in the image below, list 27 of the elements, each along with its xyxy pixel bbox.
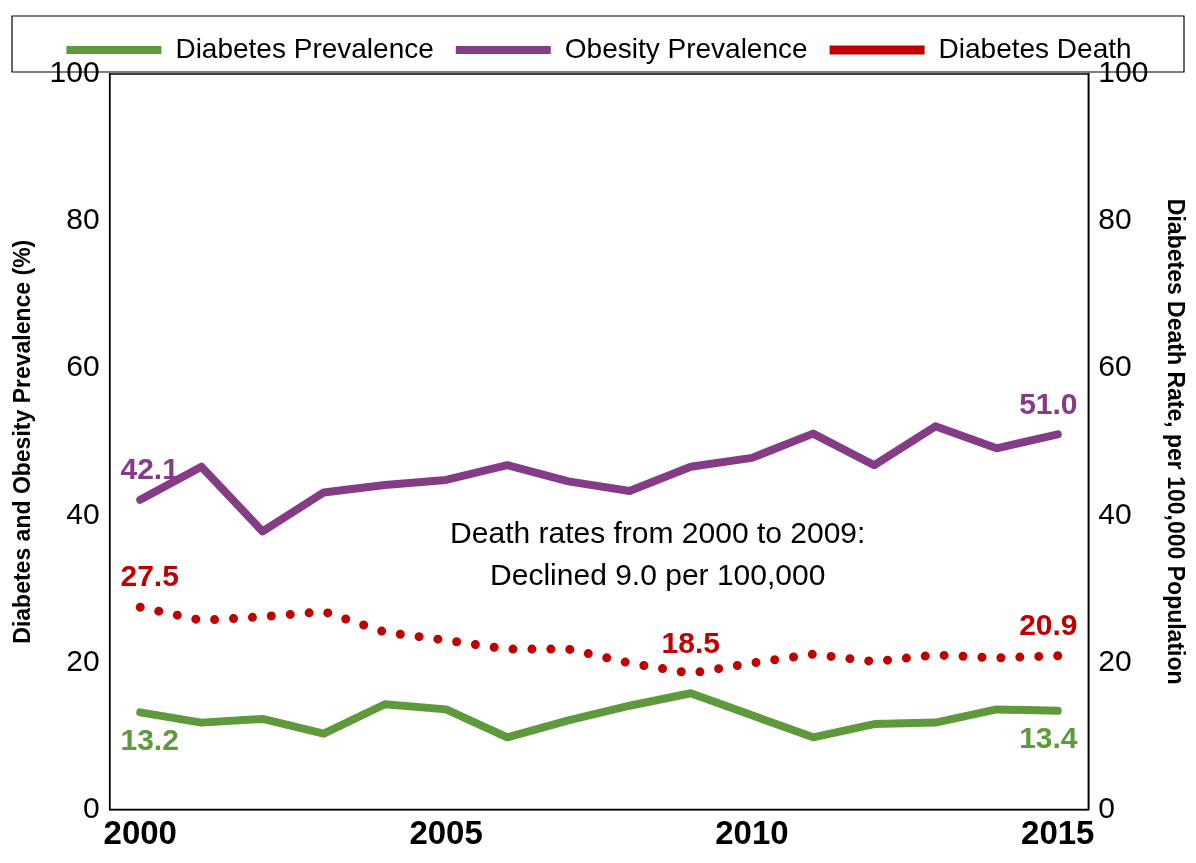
x-tick-label: 2000 xyxy=(103,814,177,852)
x-tick-label: 2010 xyxy=(715,814,789,852)
y2-tick-label: 60 xyxy=(1098,349,1132,383)
legend-label: Diabetes Prevalence xyxy=(175,32,434,64)
x-tick-label: 2005 xyxy=(409,814,483,852)
y-tick-label: 40 xyxy=(66,496,100,530)
data-label: 13.4 xyxy=(1019,721,1078,755)
annotation: Death rates from 2000 to 2009: Declined 9.0 per 100,000 xyxy=(450,515,866,591)
data-label: 20.9 xyxy=(1019,607,1078,641)
y-tick-label: 80 xyxy=(66,202,100,236)
data-label: 27.5 xyxy=(120,559,179,593)
data-label: 13.2 xyxy=(120,722,179,756)
y2-tick-label: 80 xyxy=(1098,202,1132,236)
legend-label: Obesity Prevalence xyxy=(564,32,808,64)
y-tick-label: 100 xyxy=(49,55,100,89)
y-axis-title: Diabetes and Obesity Prevalence (%) xyxy=(9,239,36,644)
data-label: 51.0 xyxy=(1019,386,1078,420)
y2-tick-label: 40 xyxy=(1098,496,1132,530)
y2-axis-title: Diabetes Death Rate, per 100,000 Population xyxy=(1162,198,1189,685)
y-tick-label: 20 xyxy=(66,643,100,677)
y-tick-label: 60 xyxy=(66,349,100,383)
x-tick-label: 2015 xyxy=(1021,814,1095,852)
data-label: 42.1 xyxy=(120,452,179,486)
y2-tick-label: 0 xyxy=(1098,790,1116,824)
y-tick-label: 0 xyxy=(82,790,100,824)
data-label: 18.5 xyxy=(661,625,720,659)
y2-tick-label: 20 xyxy=(1098,643,1132,677)
